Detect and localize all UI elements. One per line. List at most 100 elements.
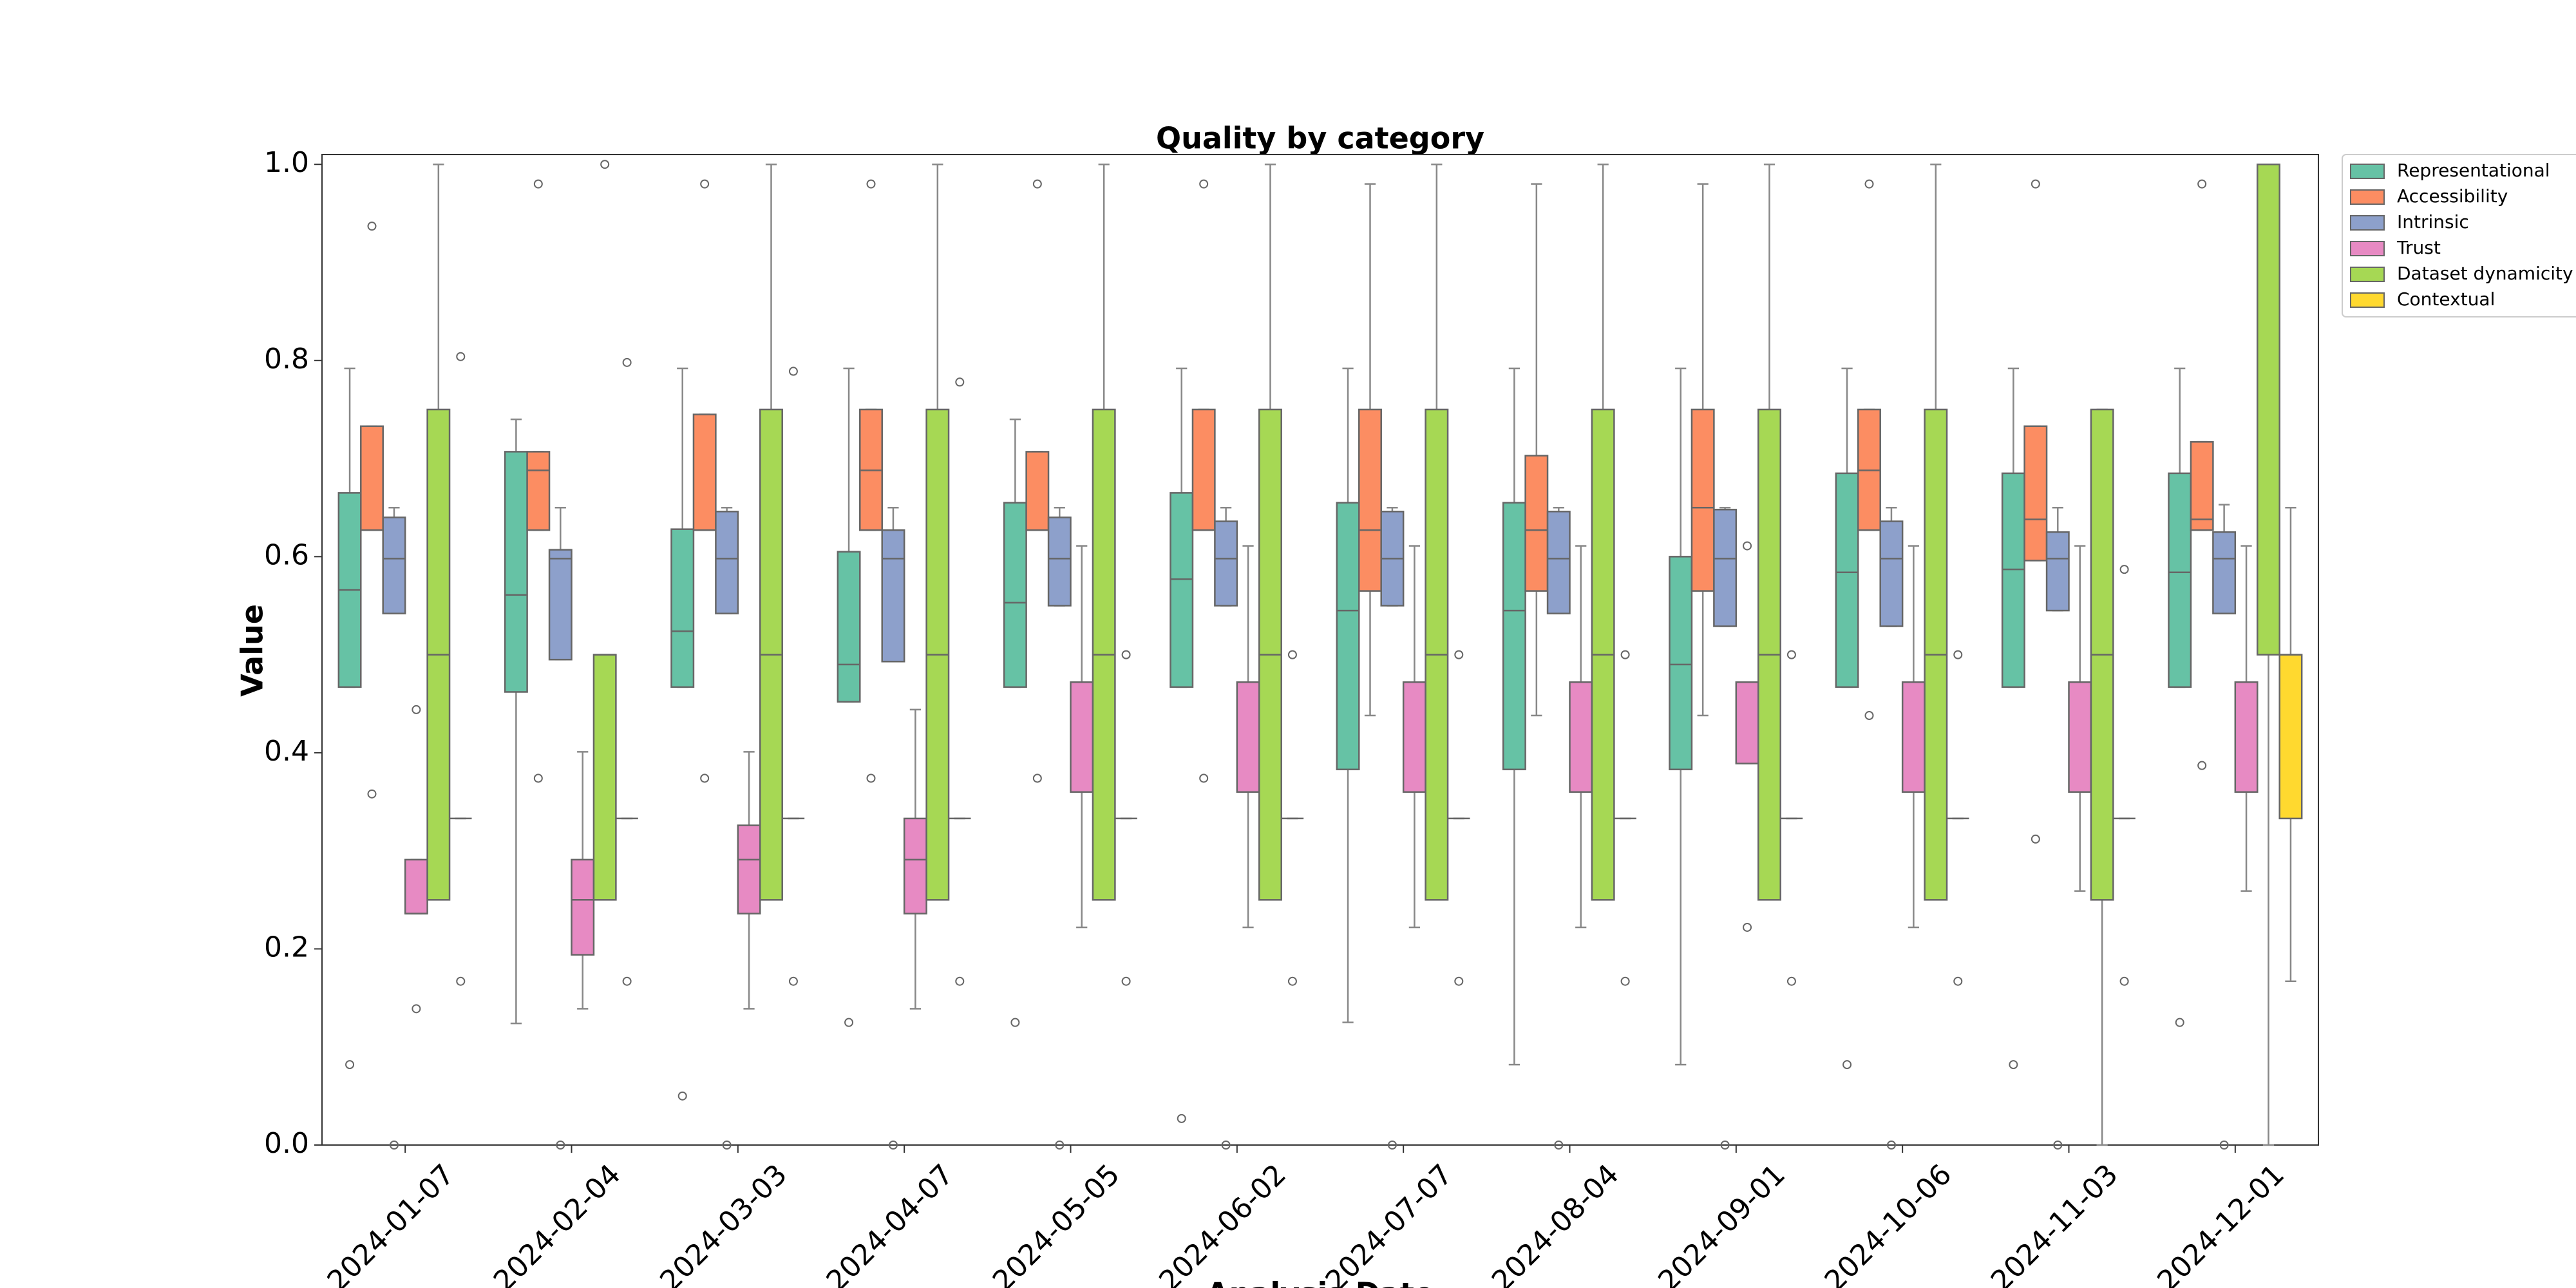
y-tick-label: 0.0 bbox=[264, 1127, 309, 1160]
box bbox=[571, 858, 595, 956]
box-group bbox=[1669, 367, 1693, 1066]
legend-frame bbox=[2342, 154, 2576, 317]
flier bbox=[2197, 179, 2207, 189]
legend-swatch bbox=[2350, 241, 2385, 256]
flier bbox=[700, 179, 710, 189]
box bbox=[526, 451, 551, 531]
flier bbox=[367, 222, 377, 231]
box-group bbox=[1281, 650, 1304, 986]
flier bbox=[1121, 650, 1131, 659]
flier bbox=[955, 377, 965, 387]
legend-swatch bbox=[2350, 292, 2385, 308]
box-group bbox=[426, 163, 451, 901]
flier bbox=[556, 1141, 565, 1150]
box-group bbox=[2045, 506, 2070, 1150]
flier bbox=[456, 976, 466, 986]
box-group bbox=[592, 160, 617, 901]
flier bbox=[533, 773, 543, 783]
box-group bbox=[1425, 163, 1449, 901]
legend-swatch bbox=[2350, 164, 2385, 179]
flier bbox=[1842, 1060, 1852, 1070]
box-group bbox=[1047, 506, 1072, 1150]
box bbox=[692, 413, 717, 531]
flier bbox=[1786, 976, 1796, 986]
flier bbox=[1743, 922, 1752, 932]
flier bbox=[412, 705, 421, 714]
box bbox=[1236, 681, 1260, 793]
box bbox=[2045, 531, 2070, 612]
box bbox=[1402, 681, 1426, 793]
flier bbox=[622, 357, 632, 367]
box-group bbox=[1690, 183, 1715, 717]
flier bbox=[2009, 1060, 2018, 1070]
flier bbox=[1554, 1141, 1564, 1150]
flier bbox=[722, 1141, 732, 1150]
flier bbox=[367, 789, 377, 799]
box-group bbox=[925, 163, 950, 901]
box bbox=[2068, 681, 2092, 793]
box-group bbox=[1092, 163, 1116, 901]
flier bbox=[1620, 650, 1630, 659]
box bbox=[1524, 455, 1549, 592]
box-group bbox=[2001, 367, 2025, 1070]
flier bbox=[1387, 1141, 1397, 1150]
flier bbox=[600, 160, 610, 169]
flier bbox=[2119, 976, 2129, 986]
box-group bbox=[1924, 163, 1948, 901]
flier bbox=[955, 976, 965, 986]
box-group bbox=[450, 352, 472, 986]
box-group bbox=[526, 179, 551, 783]
box-group bbox=[616, 357, 638, 986]
flier bbox=[1199, 179, 1209, 189]
box-group bbox=[504, 418, 528, 1025]
box bbox=[837, 551, 861, 703]
box bbox=[1070, 681, 1094, 793]
box bbox=[1336, 502, 1360, 771]
flier bbox=[345, 1060, 355, 1070]
box bbox=[1546, 511, 1571, 614]
box-group bbox=[2234, 545, 2259, 892]
flier bbox=[1032, 179, 1042, 189]
box-group bbox=[715, 506, 739, 1150]
box-group bbox=[1524, 183, 1549, 717]
flier bbox=[1953, 976, 1963, 986]
box-group bbox=[1070, 545, 1094, 929]
flier bbox=[2031, 834, 2040, 844]
flier bbox=[2175, 1018, 2184, 1027]
y-tick-label: 0.2 bbox=[264, 931, 309, 963]
flier bbox=[1454, 650, 1464, 659]
box-group bbox=[1879, 506, 1904, 1150]
y-tick-label: 0.4 bbox=[264, 735, 309, 768]
box-group bbox=[2278, 506, 2303, 982]
box bbox=[2212, 531, 2237, 614]
flier bbox=[1454, 976, 1464, 986]
box bbox=[1901, 681, 1926, 793]
box bbox=[1047, 516, 1072, 607]
box bbox=[1502, 502, 1526, 771]
box-group bbox=[1336, 367, 1360, 1023]
flier bbox=[622, 976, 632, 986]
box-group bbox=[1003, 418, 1027, 1027]
flier bbox=[866, 773, 876, 783]
legend-label: Trust bbox=[2396, 237, 2441, 258]
box bbox=[881, 529, 905, 663]
box bbox=[1690, 408, 1715, 592]
legend-label: Accessibility bbox=[2397, 185, 2508, 207]
flier bbox=[2053, 1141, 2063, 1150]
y-tick-label: 0.8 bbox=[264, 343, 309, 375]
box bbox=[1735, 681, 1759, 764]
flier bbox=[2119, 565, 2129, 574]
legend-label: Representational bbox=[2397, 160, 2550, 181]
box-group bbox=[1025, 179, 1050, 783]
legend: Representational Accessibility Intrinsic Tr… bbox=[2342, 154, 2576, 317]
box-group bbox=[782, 366, 805, 986]
flier bbox=[866, 179, 876, 189]
box-group bbox=[2090, 408, 2114, 1146]
flier bbox=[2031, 179, 2040, 189]
box bbox=[1003, 502, 1027, 688]
flier bbox=[844, 1018, 854, 1027]
box bbox=[1358, 408, 1382, 592]
legend-swatch bbox=[2350, 189, 2385, 205]
box bbox=[1214, 520, 1238, 607]
